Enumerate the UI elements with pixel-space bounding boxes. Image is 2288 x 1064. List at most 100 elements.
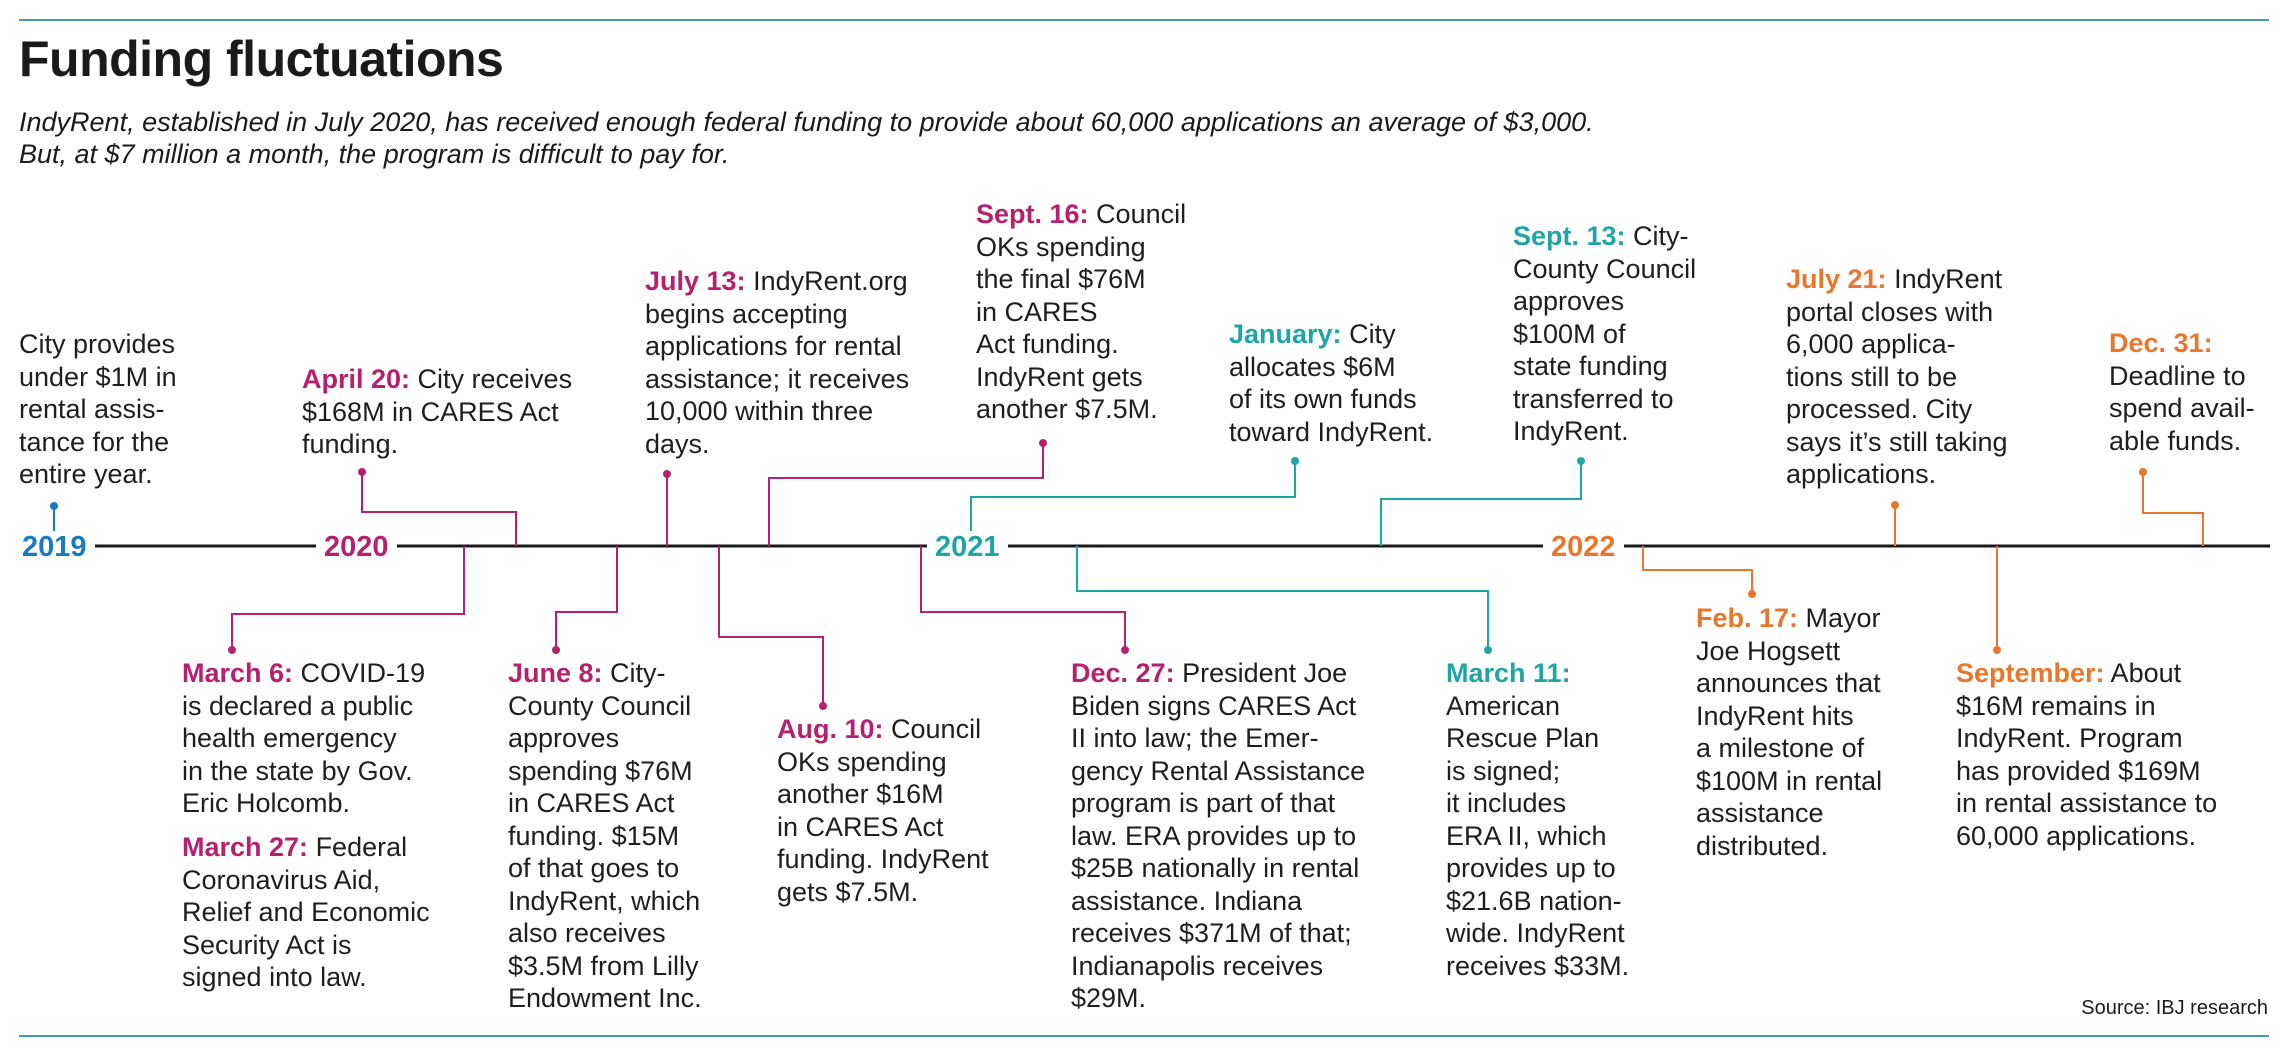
year-2021: 2021: [927, 531, 1008, 563]
event-line: another $16M: [777, 779, 944, 809]
event-line: June 8: City-: [508, 657, 702, 690]
connector-january: [970, 461, 1296, 546]
event-march-27: March 27: Federal Coronavirus Aid, Relief …: [182, 831, 430, 994]
event-line: OKs spending: [777, 746, 947, 777]
event-line: $100M of: [1513, 318, 1626, 349]
event-line: gency Rental Assistance: [1071, 755, 1366, 786]
event-line: receives $33M.: [1446, 950, 1630, 981]
event-line: $100M in rental: [1696, 765, 1883, 796]
event-line: Deadline to: [2109, 360, 2246, 391]
event-line: assistance. Indiana: [1071, 885, 1303, 916]
connector-dot-dec-27: [1121, 646, 1129, 654]
top-rule: [19, 19, 2269, 21]
event-line: IndyRent.: [1513, 416, 1629, 446]
event-september: September: About $16M remains in IndyRent.…: [1956, 657, 2217, 852]
event-line: $3.5M from Lilly: [508, 950, 699, 981]
event-line: in rental assistance to: [1956, 788, 2218, 818]
event-text: Council: [883, 714, 982, 744]
event-line: II into law; the Emer-: [1071, 723, 1319, 753]
event-date: March 11:: [1446, 658, 1571, 688]
year-2022: 2022: [1543, 531, 1624, 563]
event-line: applications for rental: [645, 331, 902, 361]
event-date: Sept. 16:: [976, 199, 1089, 229]
event-line: March 27: Federal: [182, 831, 430, 864]
connector-dot-march-11: [1484, 646, 1492, 654]
event-line: also receives: [508, 918, 666, 948]
event-july-21: July 21: IndyRent portal closes with 6,000…: [1786, 263, 2008, 491]
year-2020: 2020: [316, 531, 397, 563]
event-line: County Council: [508, 690, 692, 721]
connector-dot-sept-13: [1577, 457, 1585, 465]
bottom-rule: [19, 1035, 2269, 1037]
event-march-6: March 6: COVID-19 is declared a public hea…: [182, 657, 425, 820]
event-line: tance for the: [19, 426, 170, 457]
connector-dot-january: [1291, 457, 1299, 465]
event-line: state funding: [1513, 351, 1668, 381]
connector-dot-march-6: [228, 646, 236, 654]
event-line: July 21: IndyRent: [1786, 263, 2008, 296]
event-line: Endowment Inc.: [508, 983, 702, 1013]
event-line: Coronavirus Aid,: [182, 864, 381, 895]
event-line: it includes: [1446, 788, 1567, 818]
event-line: gets $7.5M.: [777, 876, 919, 907]
event-line: receives $371M of that;: [1071, 918, 1352, 948]
connector-sept-13: [1380, 461, 1582, 546]
event-april-20: April 20: City receives $168M in CARES Ac…: [302, 363, 572, 461]
event-date: March 27:: [182, 832, 309, 862]
event-line: health emergency: [182, 723, 397, 753]
event-line: processed. City: [1786, 394, 1973, 424]
connector-dec-27: [920, 546, 1126, 650]
event-line: rental assis-: [19, 394, 165, 424]
event-line: Joe Hogsett: [1696, 635, 1841, 666]
connector-dot-april-20: [358, 468, 366, 476]
event-line: Aug. 10: Council: [777, 713, 989, 746]
source-credit: Source: IBJ research: [2081, 997, 2268, 1019]
event-line: of that goes to: [508, 853, 680, 883]
connector-sept-16: [768, 443, 1044, 546]
event-line: of its own funds: [1229, 384, 1417, 414]
connector-march-11: [1076, 546, 1489, 650]
event-line: Sept. 16: Council: [976, 198, 1186, 231]
event-line: County Council: [1513, 253, 1697, 284]
event-text: Federal: [308, 832, 408, 862]
connector-dot-july-13: [663, 470, 671, 478]
event-date: July 13:: [645, 266, 746, 296]
event-line: City provides: [19, 329, 176, 359]
event-text: City receives: [410, 364, 573, 394]
subtitle-line-2: But, at $7 million a month, the program …: [19, 139, 730, 169]
event-date: June 8:: [508, 658, 603, 688]
subtitle-line-1: IndyRent, established in July 2020, has …: [19, 107, 1594, 137]
connector-march-6: [231, 546, 465, 650]
event-line: announces that: [1696, 668, 1881, 698]
event-line: IndyRent, which: [508, 885, 701, 916]
event-date: Dec. 27:: [1071, 658, 1175, 688]
event-line: American: [1446, 690, 1561, 721]
event-text: COVID-19: [293, 658, 426, 688]
connector-dot-sept-16: [1039, 439, 1047, 447]
event-aug-10: Aug. 10: Council OKs spending another $16M…: [777, 713, 989, 908]
event-line: IndyRent gets: [976, 361, 1143, 392]
connector-dot-september: [1993, 646, 2001, 654]
connector-dot-july-21: [1891, 501, 1899, 509]
event-line: 10,000 within three: [645, 396, 874, 426]
event-line: March 11:: [1446, 657, 1629, 690]
event-date: January:: [1229, 319, 1342, 349]
event-date: Feb. 17:: [1696, 603, 1799, 633]
event-date: September:: [1956, 658, 2105, 688]
event-june-8: June 8: City- County Council approves spend…: [508, 657, 702, 1015]
event-line: $29M.: [1071, 983, 1147, 1013]
event-line: approves: [508, 723, 620, 753]
event-line: wide. IndyRent: [1446, 918, 1625, 948]
event-line: distributed.: [1696, 830, 1829, 861]
event-line: Rescue Plan: [1446, 723, 1600, 753]
event-text: IndyRent.org: [745, 266, 908, 296]
connector-dot-dec-31: [2139, 468, 2147, 476]
event-july-13: July 13: IndyRent.org begins accepting app…: [645, 265, 909, 460]
event-line: says it’s still taking: [1786, 426, 2008, 457]
connector-dot-city-provides: [50, 502, 58, 510]
event-line: March 6: COVID-19: [182, 657, 425, 690]
event-line: Security Act is: [182, 929, 352, 960]
event-line: is signed;: [1446, 755, 1561, 786]
event-line: a milestone of: [1696, 733, 1865, 763]
event-line: in the state by Gov.: [182, 755, 413, 786]
